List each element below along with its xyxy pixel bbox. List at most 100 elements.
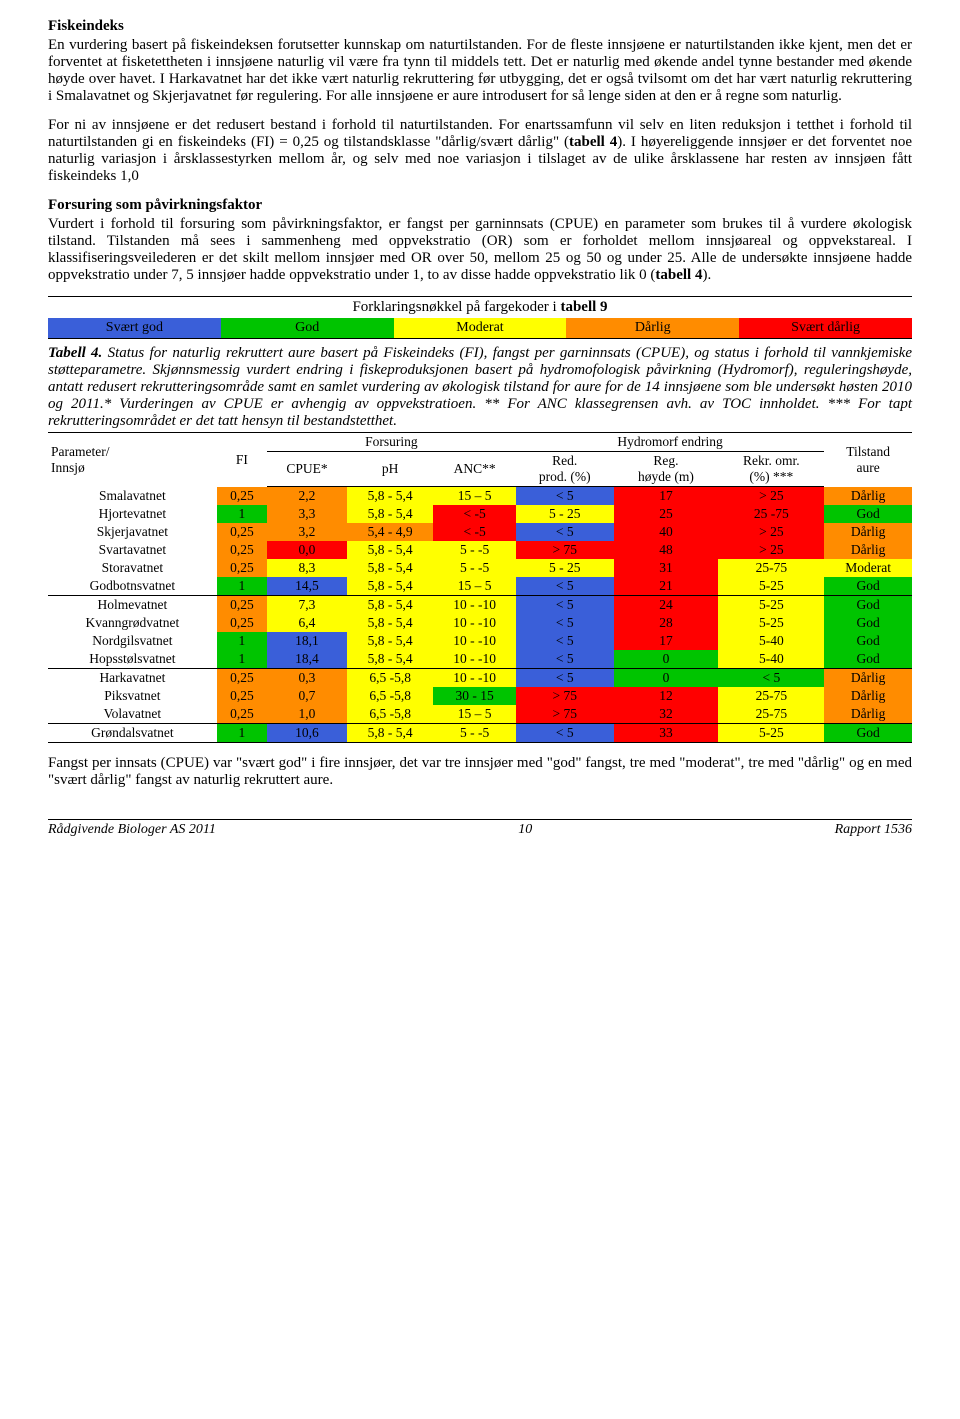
cell-fi: 0,25: [217, 596, 267, 615]
cell-name: Volavatnet: [48, 705, 217, 724]
cell-til: Dårlig: [824, 487, 912, 506]
cell-red: < 5: [516, 724, 614, 743]
table-row: Piksvatnet0,250,76,5 -5,830 - 15> 751225…: [48, 687, 912, 705]
cell-anc: 30 - 15: [433, 687, 516, 705]
cell-fi: 1: [217, 650, 267, 669]
cell-reg: 31: [614, 559, 719, 577]
cell-fi: 1: [217, 577, 267, 596]
cell-name: Skjerjavatnet: [48, 523, 217, 541]
th-reg-1: Reg.: [653, 453, 678, 468]
cell-til: God: [824, 577, 912, 596]
legend-cell: Svært god: [48, 318, 221, 338]
cell-cpue: 18,4: [267, 650, 347, 669]
cell-reg: 0: [614, 669, 719, 688]
cell-name: Holmevatnet: [48, 596, 217, 615]
cell-fi: 1: [217, 632, 267, 650]
cell-til: God: [824, 596, 912, 615]
cell-reg: 28: [614, 614, 719, 632]
cell-til: Dårlig: [824, 705, 912, 724]
cell-fi: 1: [217, 724, 267, 743]
cell-cpue: 3,3: [267, 505, 347, 523]
cell-ph: 5,8 - 5,4: [347, 650, 433, 669]
th-cpue: CPUE*: [267, 452, 347, 487]
cell-fi: 0,25: [217, 487, 267, 506]
section1-p2: For ni av innsjøene er det redusert best…: [48, 117, 912, 185]
cell-name: Grøndalsvatnet: [48, 724, 217, 743]
th-rekr: Rekr. omr. (%) ***: [718, 452, 824, 487]
legend-cell: Svært dårlig: [739, 318, 912, 338]
cell-ph: 5,8 - 5,4: [347, 724, 433, 743]
cell-ph: 5,8 - 5,4: [347, 614, 433, 632]
cell-rekr: 25 -75: [718, 505, 824, 523]
cell-name: Godbotnsvatnet: [48, 577, 217, 596]
cell-red: > 75: [516, 705, 614, 724]
table4-cap-b: Status for naturlig rekruttert aure base…: [48, 345, 912, 429]
cell-rekr: 5-25: [718, 577, 824, 596]
table-row: Kvanngrødvatnet0,256,45,8 - 5,410 - -10<…: [48, 614, 912, 632]
s1p2-b: tabell 4: [569, 134, 617, 150]
cell-name: Hopsstølsvatnet: [48, 650, 217, 669]
cell-reg: 17: [614, 632, 719, 650]
cell-cpue: 10,6: [267, 724, 347, 743]
legend-cell: Dårlig: [566, 318, 739, 338]
cell-cpue: 6,4: [267, 614, 347, 632]
cell-name: Nordgilsvatnet: [48, 632, 217, 650]
table-row: Grøndalsvatnet110,65,8 - 5,45 - -5< 5335…: [48, 724, 912, 743]
cell-ph: 6,5 -5,8: [347, 669, 433, 688]
cell-red: 5 - 25: [516, 505, 614, 523]
cell-ph: 6,5 -5,8: [347, 687, 433, 705]
th-param-2: Innsjø: [51, 460, 85, 475]
legend-cap-b: tabell 9: [560, 299, 607, 315]
table-row: Skjerjavatnet0,253,25,4 - 4,9< -5< 540> …: [48, 523, 912, 541]
th-reg-2: høyde (m): [638, 469, 694, 484]
cell-cpue: 18,1: [267, 632, 347, 650]
section2-title: Forsuring som påvirkningsfaktor: [48, 197, 912, 214]
cell-ph: 5,8 - 5,4: [347, 487, 433, 506]
cell-ph: 5,8 - 5,4: [347, 559, 433, 577]
legend-cell: Moderat: [394, 318, 567, 338]
cell-reg: 25: [614, 505, 719, 523]
legend-cell: God: [221, 318, 394, 338]
table-row: Hopsstølsvatnet118,45,8 - 5,410 - -10< 5…: [48, 650, 912, 669]
cell-fi: 0,25: [217, 541, 267, 559]
cell-anc: < -5: [433, 523, 516, 541]
cell-rekr: 25-75: [718, 687, 824, 705]
cell-red: < 5: [516, 650, 614, 669]
cell-reg: 33: [614, 724, 719, 743]
cell-ph: 5,8 - 5,4: [347, 596, 433, 615]
table-row: Holmevatnet0,257,35,8 - 5,410 - -10< 524…: [48, 596, 912, 615]
cell-til: Dårlig: [824, 687, 912, 705]
cell-til: Dårlig: [824, 669, 912, 688]
cell-fi: 0,25: [217, 705, 267, 724]
cell-red: < 5: [516, 596, 614, 615]
table4-cap-a: Tabell 4.: [48, 345, 102, 361]
cell-red: > 75: [516, 541, 614, 559]
cell-cpue: 0,0: [267, 541, 347, 559]
cell-cpue: 8,3: [267, 559, 347, 577]
cell-fi: 0,25: [217, 687, 267, 705]
cell-til: God: [824, 505, 912, 523]
cell-til: Dårlig: [824, 541, 912, 559]
th-red-2: prod. (%): [539, 469, 591, 484]
th-rekr-1: Rekr. omr.: [743, 453, 800, 468]
th-red-1: Red.: [552, 453, 577, 468]
cell-til: God: [824, 614, 912, 632]
table-row: Smalavatnet0,252,25,8 - 5,415 – 5< 517> …: [48, 487, 912, 506]
cell-cpue: 1,0: [267, 705, 347, 724]
table-row: Svartavatnet0,250,05,8 - 5,45 - -5> 7548…: [48, 541, 912, 559]
cell-cpue: 7,3: [267, 596, 347, 615]
cell-red: < 5: [516, 632, 614, 650]
cell-reg: 48: [614, 541, 719, 559]
legend-caption: Forklaringsnøkkel på fargekoder i tabell…: [48, 296, 912, 316]
cell-ph: 6,5 -5,8: [347, 705, 433, 724]
legend: Forklaringsnøkkel på fargekoder i tabell…: [48, 296, 912, 339]
cell-fi: 0,25: [217, 523, 267, 541]
s2p1-c: ).: [702, 267, 711, 283]
th-ph: pH: [347, 452, 433, 487]
cell-cpue: 14,5: [267, 577, 347, 596]
s2p1-b: tabell 4: [655, 267, 702, 283]
cell-reg: 12: [614, 687, 719, 705]
cell-name: Harkavatnet: [48, 669, 217, 688]
cell-rekr: 25-75: [718, 559, 824, 577]
cell-ph: 5,4 - 4,9: [347, 523, 433, 541]
